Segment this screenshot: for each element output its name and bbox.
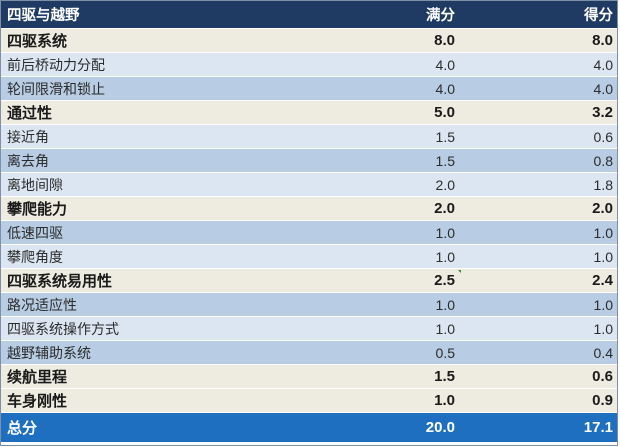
row-score: 0.9 xyxy=(461,388,617,413)
row-label: 四驱系统易用性 xyxy=(1,268,347,293)
full-score-value: 2.0 xyxy=(435,176,455,193)
full-score-value: 1.0 xyxy=(434,392,455,409)
row-label: 低速四驱 xyxy=(1,220,347,245)
sub-item-row: 越野辅助系统 0.5 0.4 xyxy=(1,340,617,365)
sub-item-row: 低速四驱 1.0 1.0 xyxy=(1,220,617,245)
row-label: 离地间隙 xyxy=(1,172,347,197)
category-row: 四驱系统易用性 2.5 2.4 xyxy=(1,268,617,293)
row-score: 0.8 xyxy=(461,148,617,173)
sub-item-row: 四驱系统操作方式 1.0 1.0 xyxy=(1,316,617,341)
full-score-value: 1.0 xyxy=(435,224,455,241)
row-full-score: 0.5 xyxy=(347,340,461,365)
row-label: 离去角 xyxy=(1,148,347,173)
row-label: 路况适应性 xyxy=(1,292,347,317)
row-full-score: 1.5 xyxy=(347,148,461,173)
category-row: 车身刚性 1.0 0.9 xyxy=(1,388,617,413)
full-score-value: 4.0 xyxy=(435,56,455,73)
category-row: 通过性 5.0 3.2 xyxy=(1,100,617,125)
full-score-value: 8.0 xyxy=(434,32,455,49)
header-category: 四驱与越野 xyxy=(1,1,347,29)
row-label: 越野辅助系统 xyxy=(1,340,347,365)
row-label: 攀爬能力 xyxy=(1,196,347,221)
header-score: 得分 xyxy=(461,1,617,29)
row-full-score: 5.0 xyxy=(347,100,461,125)
full-score-value: 1.0 xyxy=(435,296,455,313)
full-score-value: 1.0 xyxy=(435,320,455,337)
row-score: 0.4 xyxy=(461,340,617,365)
row-score: 0.6 xyxy=(461,124,617,149)
sub-item-row: 前后桥动力分配 4.0 4.0 xyxy=(1,52,617,77)
row-label: 攀爬角度 xyxy=(1,244,347,269)
row-score: 1.0 xyxy=(461,244,617,269)
row-score: 1.8 xyxy=(461,172,617,197)
row-full-score: 2.0 xyxy=(347,172,461,197)
row-full-score: 1.0 xyxy=(347,292,461,317)
row-label: 续航里程 xyxy=(1,364,347,389)
total-full-score: 20.0 xyxy=(347,412,461,443)
row-full-score: 4.0 xyxy=(347,76,461,101)
category-row: 续航里程 1.5 0.6 xyxy=(1,364,617,389)
row-full-score: 1.5 xyxy=(347,124,461,149)
row-score: 3.2 xyxy=(461,100,617,125)
total-score: 17.1 xyxy=(461,412,617,443)
sub-item-row: 轮间限滑和锁止 4.0 4.0 xyxy=(1,76,617,101)
full-score-value: 1.5 xyxy=(435,152,455,169)
sub-item-row: 离去角 1.5 0.8 xyxy=(1,148,617,173)
row-label: 车身刚性 xyxy=(1,388,347,413)
full-score-value: 5.0 xyxy=(434,104,455,121)
row-score: 0.6 xyxy=(461,364,617,389)
full-score-value: 1.5 xyxy=(435,128,455,145)
sub-item-row: 攀爬角度 1.0 1.0 xyxy=(1,244,617,269)
full-score-value: 0.5 xyxy=(435,344,455,361)
category-row: 攀爬能力 2.0 2.0 xyxy=(1,196,617,221)
header-row: 四驱与越野 满分 得分 xyxy=(1,1,617,29)
row-label: 通过性 xyxy=(1,100,347,125)
row-label: 轮间限滑和锁止 xyxy=(1,76,347,101)
row-score: 2.4 xyxy=(461,268,617,293)
row-full-score: 2.5 xyxy=(347,268,461,293)
row-label: 四驱系统操作方式 xyxy=(1,316,347,341)
row-label: 前后桥动力分配 xyxy=(1,52,347,77)
row-full-score: 1.0 xyxy=(347,244,461,269)
full-score-value: 2.5 xyxy=(434,272,455,289)
row-full-score: 2.0 xyxy=(347,196,461,221)
row-label: 四驱系统 xyxy=(1,28,347,53)
full-score-value: 4.0 xyxy=(435,80,455,97)
sub-item-row: 离地间隙 2.0 1.8 xyxy=(1,172,617,197)
full-score-value: 1.5 xyxy=(434,368,455,385)
row-score: 2.0 xyxy=(461,196,617,221)
row-score: 1.0 xyxy=(461,316,617,341)
row-score: 8.0 xyxy=(461,28,617,53)
row-full-score: 4.0 xyxy=(347,52,461,77)
row-full-score: 1.0 xyxy=(347,316,461,341)
total-row: 总分 20.0 17.1 xyxy=(1,412,617,443)
row-label: 接近角 xyxy=(1,124,347,149)
row-score: 1.0 xyxy=(461,292,617,317)
row-full-score: 1.5 xyxy=(347,364,461,389)
total-label: 总分 xyxy=(1,412,347,443)
full-score-value: 2.0 xyxy=(434,200,455,217)
sub-item-row: 接近角 1.5 0.6 xyxy=(1,124,617,149)
row-full-score: 1.0 xyxy=(347,388,461,413)
full-score-value: 1.0 xyxy=(435,248,455,265)
sub-item-row: 路况适应性 1.0 1.0 xyxy=(1,292,617,317)
header-full-score: 满分 xyxy=(347,1,461,29)
category-row: 四驱系统 8.0 8.0 xyxy=(1,28,617,53)
row-score: 4.0 xyxy=(461,52,617,77)
row-score: 1.0 xyxy=(461,220,617,245)
row-score: 4.0 xyxy=(461,76,617,101)
row-full-score: 8.0 xyxy=(347,28,461,53)
row-full-score: 1.0 xyxy=(347,220,461,245)
